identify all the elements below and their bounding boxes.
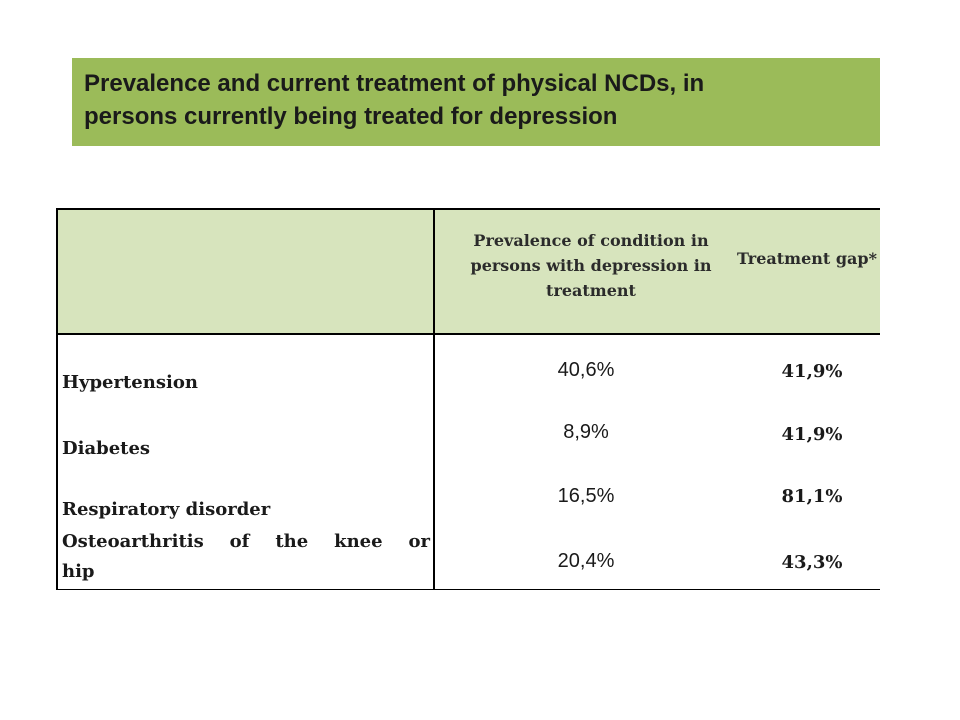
table-header-divider (56, 333, 880, 335)
prevalence-osteoarthritis: 20,4% (557, 550, 615, 572)
row-label-hypertension: Hypertension (62, 372, 198, 393)
header-treatment-gap: Treatment gap* (737, 249, 877, 268)
row-label-diabetes: Diabetes (62, 438, 151, 459)
table-border-bottom (56, 589, 880, 590)
header-prevalence: Prevalence of condition in persons with … (470, 231, 712, 300)
prevalence-diabetes: 8,9% (563, 421, 609, 443)
row-label-respiratory: Respiratory disorder (62, 499, 271, 520)
slide-title: Prevalence and current treatment of phys… (84, 70, 705, 130)
ncd-table: Prevalence of condition in persons with … (56, 208, 880, 590)
prevalence-respiratory: 16,5% (557, 485, 615, 507)
prevalence-hypertension: 40,6% (557, 359, 615, 381)
table-column-divider (433, 208, 435, 590)
gap-diabetes: 41,9% (781, 424, 843, 445)
table-header-background (56, 208, 880, 334)
gap-respiratory: 81,1% (781, 486, 843, 507)
title-banner: Prevalence and current treatment of phys… (72, 58, 880, 146)
row-label-osteoarthritis: Osteoarthritis of the knee or (62, 531, 430, 552)
table-border-top (56, 208, 880, 210)
gap-osteoarthritis: 43,3% (781, 552, 843, 573)
gap-hypertension: 41,9% (781, 361, 843, 382)
table-border-left (56, 208, 58, 590)
row-label-osteoarthritis-cont: hip (62, 561, 95, 582)
